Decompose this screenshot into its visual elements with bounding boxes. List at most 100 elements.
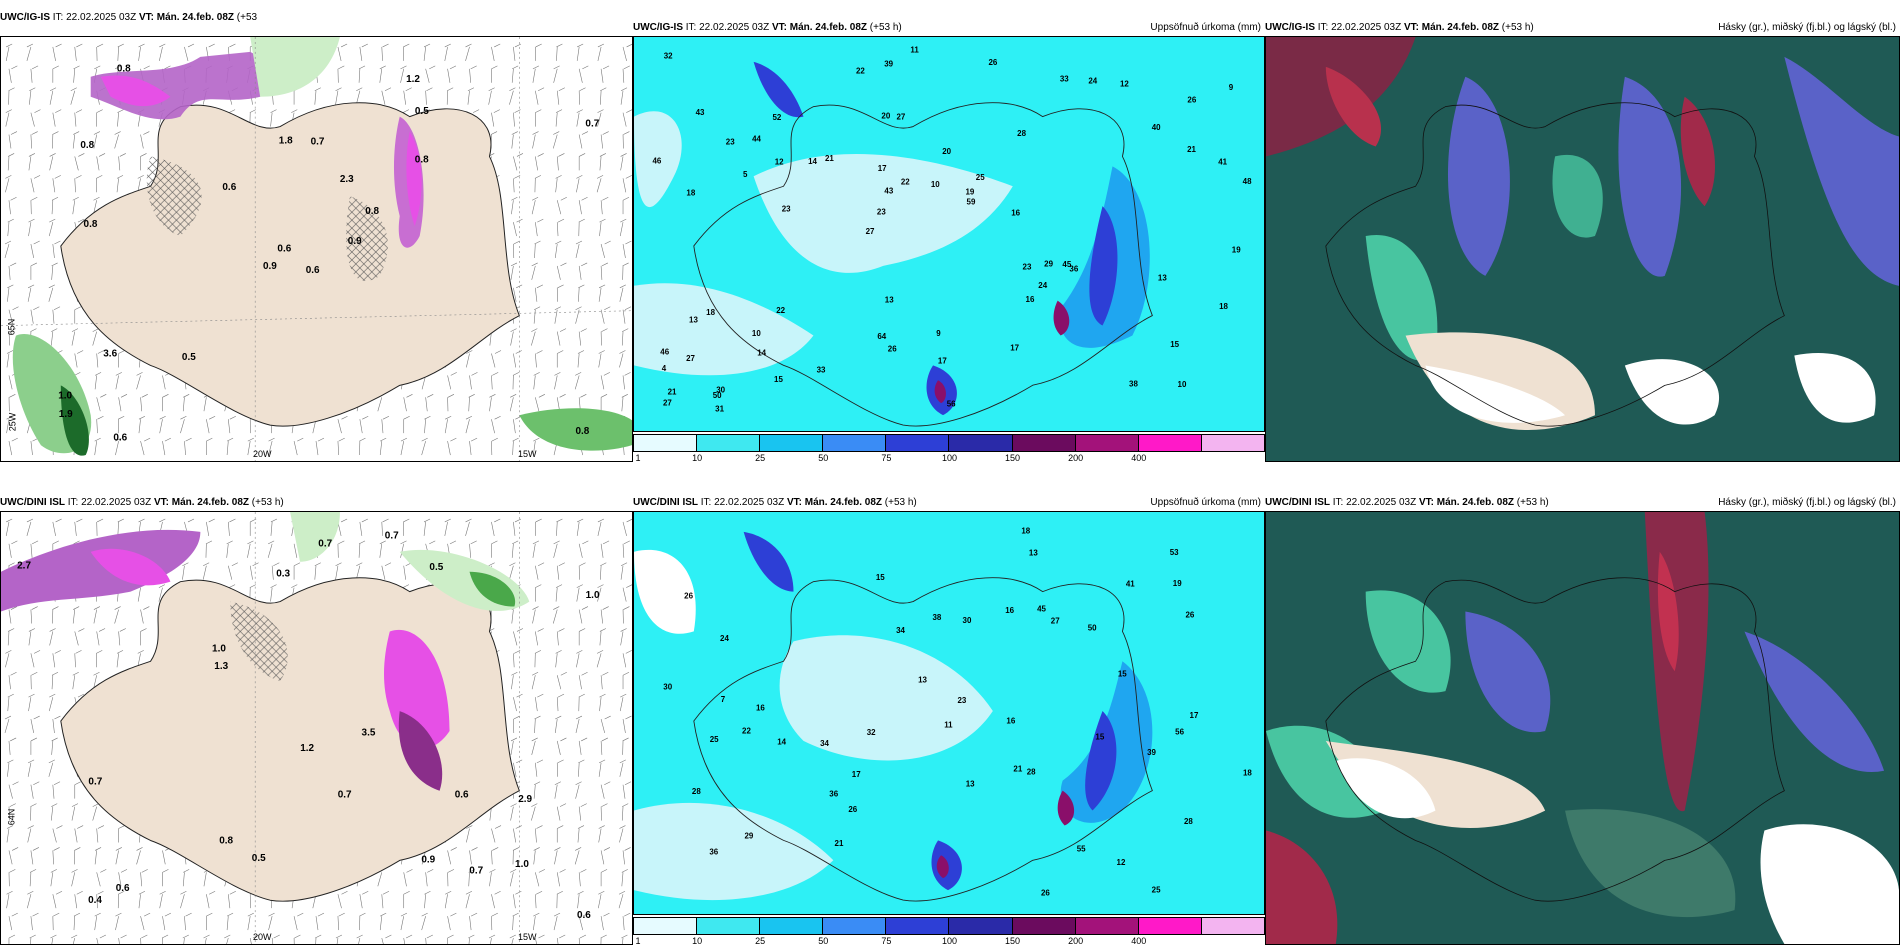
wind-barb [140,869,148,887]
snow-map-igis: 0.6 0.8 0.6 1.0 0.8 0.5 1.2 0.7 0.5 0.9 0.8 0.8 0.8 0… [1,37,632,461]
wind-barb [29,934,36,944]
wind-barb [511,131,518,149]
wind-barb [117,43,124,61]
wind-barb [247,912,254,931]
wind-barb [469,912,478,931]
wind-barb [182,934,189,944]
map-frame[interactable]: 25 22 21 26 28 24 29 34 50 38 27 12 26 15 16 28 15 23 30 36… [633,511,1265,915]
wind-barb [335,934,343,944]
wind-barb [535,109,542,127]
wind-barb [444,890,452,909]
value-label: 22 [742,726,751,735]
wind-barb [30,737,38,755]
value-label: 2.9 [518,794,532,805]
map-frame[interactable]: 10 18 26 27 28 30 20 20 18 21 4 14 27 25 36 43 39 48 23 21 2… [633,36,1265,432]
wind-barb [72,131,80,149]
value-label: 16 [756,704,765,713]
value-label: 28 [1017,129,1026,138]
wind-barb [337,890,348,909]
field-title: Uppsöfnuð úrkoma (mm) [1150,22,1261,33]
value-label: 28 [1184,817,1193,826]
wind-barb [117,890,125,909]
wind-barb [533,437,540,456]
wind-barb [600,934,607,944]
wind-barb [71,328,79,346]
wind-barb [444,43,451,61]
wind-barb [578,65,589,83]
wind-barb [469,540,477,558]
wind-barb [622,262,629,280]
wind-barb [227,415,236,434]
value-label: 10 [931,180,940,189]
wind-barb [622,671,630,690]
valid-time: VT: Mán. 24.feb. 08Z [138,12,234,23]
wind-barb [599,153,607,171]
value-label: 43 [696,108,705,117]
wind-barb [447,372,457,390]
wind-barb [556,825,564,843]
wind-barb [30,912,39,931]
wind-barb [446,87,454,105]
wind-barb [95,650,103,668]
wind-barb [491,540,498,558]
wind-barb [52,847,60,865]
wind-barb [598,350,605,368]
map-frame[interactable]: 0.6 0.8 0.6 1.0 0.8 0.5 1.2 0.7 0.5 0.9 0.8 0.8 0.8 0… [0,36,633,462]
wind-barb [622,737,629,755]
wind-barb [270,518,278,536]
value-label: 0.5 [429,562,443,573]
wind-barb [293,562,301,580]
wind-barb [620,562,628,580]
colorbar-tick-label: 10 [692,453,703,463]
wind-barb [488,87,495,105]
panel-header: UWC/DINI ISL IT: 22.02.2025 03Z VT: Mán.… [633,495,1265,511]
wind-barb [8,540,18,558]
wind-barb [534,715,541,733]
wind-barb [52,240,61,258]
wind-barb [358,65,366,83]
value-label: 21 [1013,765,1022,774]
wind-barb [29,87,36,105]
wind-barb [52,131,59,149]
cloud-map-igis [1266,37,1899,461]
wind-barb [535,934,545,944]
wind-barb [554,847,561,865]
wind-barb [137,175,144,193]
wind-barb [52,306,61,324]
wind-barb [52,65,59,83]
wind-barb [619,218,627,237]
wind-barb [513,693,523,712]
wind-barb [531,262,538,280]
wind-barb [30,196,38,215]
wind-barb [553,65,560,83]
value-label: 18 [686,189,695,198]
wind-barb [249,562,259,580]
colorbar-swatch: 50 [818,918,887,946]
wind-barb [8,912,18,931]
wind-barb [8,87,15,105]
wind-barb [620,87,628,105]
wind-barb [425,65,436,83]
map-frame[interactable]: 0.4 2.9 3.5 0.7 0.3 0.7 1.0 0.5 0.7 0.8 0.6 1.3 0.5 0… [0,511,633,945]
map-frame[interactable] [1265,511,1900,945]
wind-barb [403,518,410,536]
wind-barb [52,890,63,909]
wind-barb [74,847,81,865]
wind-barb [533,306,541,324]
wind-barb [51,671,59,690]
wind-barb [4,715,12,734]
wind-barb [466,825,473,843]
map-frame[interactable] [1265,36,1900,462]
wind-barb [600,737,609,755]
wind-barb [576,175,583,193]
wind-barb [8,437,18,456]
wind-barb [556,693,565,712]
wind-barb [96,518,104,536]
value-label: 17 [1010,343,1019,352]
wind-barb [5,175,12,193]
wind-barb [600,562,607,580]
wind-barb [576,43,584,61]
wind-barb [359,518,368,536]
wind-barb [30,671,38,690]
wind-barb [556,803,567,821]
